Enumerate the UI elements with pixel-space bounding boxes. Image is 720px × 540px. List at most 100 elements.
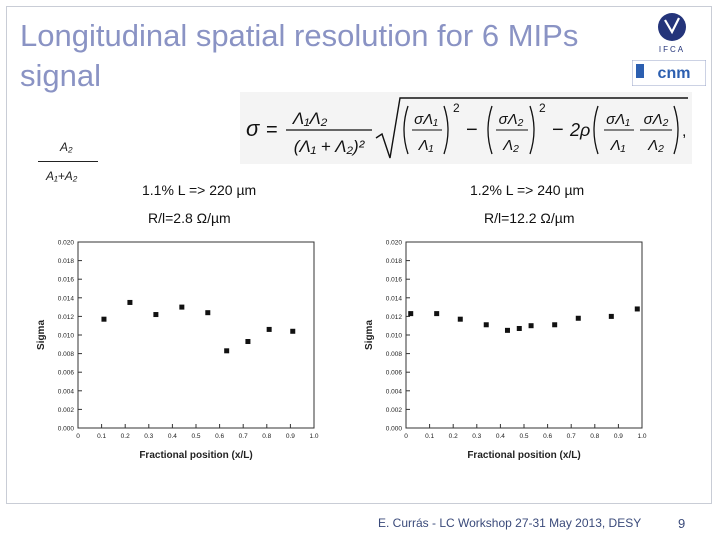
data-point	[266, 326, 272, 332]
x-tick-label: 0.2	[449, 433, 458, 440]
formula-term2-numerator: σΛ₂	[499, 111, 524, 128]
data-point	[245, 339, 251, 345]
x-tick-label: 0	[76, 433, 80, 440]
data-point	[205, 310, 211, 316]
y-tick-label: 0.016	[58, 277, 75, 284]
plot-area	[405, 241, 643, 429]
data-point	[290, 328, 296, 334]
data-point	[634, 306, 640, 312]
x-tick-label: 0.8	[590, 433, 599, 440]
formula-minus-2: −	[552, 119, 564, 141]
data-point	[608, 313, 614, 319]
x-tick-label: 0.6	[215, 433, 224, 440]
y-tick-label: 0.000	[386, 426, 403, 433]
x-tick-label: 1.0	[637, 433, 646, 440]
y-tick-label: 0.014	[58, 295, 75, 302]
formula-term3b-numerator: σΛ₂	[644, 111, 669, 128]
data-point	[552, 322, 558, 328]
y-tick-label: 0.016	[386, 277, 403, 284]
x-tick-label: 0.5	[519, 433, 528, 440]
y-tick-label: 0.012	[386, 314, 403, 321]
y-axis-label: Sigma	[36, 320, 47, 350]
y-tick-label: 0.014	[386, 295, 403, 302]
y-tick-label: 0.018	[58, 258, 75, 265]
ifca-logo: IFCA	[658, 13, 686, 54]
x-tick-label: 0.5	[191, 433, 200, 440]
fraction-numerator: A₂	[60, 140, 73, 154]
x-tick-label: 0.7	[567, 433, 576, 440]
formula-lhs-numerator: Λ₁Λ₂	[292, 109, 328, 128]
x-tick-label: 0.9	[286, 433, 295, 440]
chart1-resolution-label: 1.1% L => 220 µm	[142, 182, 257, 198]
x-tick-label: 0.1	[425, 433, 434, 440]
y-tick-label: 0.008	[58, 351, 75, 358]
cnm-logo: cnm	[632, 60, 706, 86]
y-tick-label: 0.004	[386, 388, 403, 395]
y-axis-label: Sigma	[364, 320, 375, 350]
formula-exp-1: 2	[453, 101, 460, 115]
page-number: 9	[678, 516, 686, 531]
y-tick-label: 0.006	[386, 370, 403, 377]
data-point	[504, 327, 510, 333]
footer-text: E. Currás - LC Workshop 27-31 May 2013, …	[378, 516, 642, 530]
formula-radical	[375, 97, 688, 159]
y-tick-label: 0.006	[58, 370, 75, 377]
ifca-logo-text: IFCA	[659, 45, 685, 54]
slide-frame	[6, 6, 712, 504]
x-tick-label: 0.7	[239, 433, 248, 440]
formula-term3b-denominator: Λ₂	[647, 137, 664, 154]
slide-title: Longitudinal spatial resolution for 6 MI…	[20, 18, 579, 93]
x-tick-label: 0.9	[614, 433, 623, 440]
y-tick-label: 0.002	[58, 407, 75, 414]
x-tick-label: 0.8	[262, 433, 271, 440]
data-point	[224, 348, 230, 354]
data-point	[127, 299, 133, 305]
formula-exp-2: 2	[539, 101, 546, 115]
x-tick-label: 0	[404, 433, 408, 440]
data-point	[528, 323, 534, 329]
data-point	[575, 315, 581, 321]
x-tick-label: 0.4	[496, 433, 505, 440]
chart2-resolution-label: 1.2% L => 240 µm	[470, 182, 585, 198]
formula-two-rho: 2ρ	[569, 120, 590, 140]
y-tick-label: 0.004	[58, 388, 75, 395]
data-point	[153, 312, 159, 318]
data-point	[434, 311, 440, 317]
x-tick-label: 0.6	[543, 433, 552, 440]
fraction-denominator: A₁+A₂	[46, 169, 78, 183]
sigma-chart-2: 0.000 0.002 0.004 0.006 0.008 0.010 0.012 0.014…	[364, 240, 647, 462]
data-point	[408, 311, 414, 317]
formula-term1-numerator: σΛ₁	[414, 111, 438, 128]
formula-sigma: σ	[246, 116, 260, 141]
data-point	[101, 316, 107, 322]
x-axis-label: Fractional position (x/L)	[467, 450, 580, 461]
data-point	[483, 322, 489, 328]
y-tick-label: 0.020	[386, 240, 403, 247]
x-tick-label: 0.2	[121, 433, 130, 440]
x-tick-label: 0.3	[472, 433, 481, 440]
x-tick-label: 0.4	[168, 433, 177, 440]
sigma-chart-1: 0.000 0.002 0.004 0.006 0.008 0.010 0.012 0.014…	[36, 240, 319, 462]
area-fraction: A₂ A₁+A₂	[38, 140, 100, 188]
formula-term3a-denominator: Λ₁	[610, 137, 626, 154]
chart1-resistance-label: R/l=2.8 Ω/µm	[148, 210, 231, 226]
formula-term2-denominator: Λ₂	[502, 137, 519, 154]
formula-equals: =	[266, 119, 278, 141]
cnm-logo-text: cnm	[658, 65, 691, 82]
y-tick-label: 0.010	[58, 333, 75, 340]
formula-term1-denominator: Λ₁	[418, 137, 434, 154]
x-tick-label: 1.0	[309, 433, 318, 440]
formula-minus-1: −	[466, 119, 478, 141]
y-tick-label: 0.000	[58, 426, 75, 433]
y-tick-label: 0.010	[386, 333, 403, 340]
plot-area	[77, 241, 315, 429]
y-tick-label: 0.018	[386, 258, 403, 265]
chart2-resistance-label: R/l=12.2 Ω/µm	[484, 210, 575, 226]
x-tick-label: 0.3	[144, 433, 153, 440]
y-tick-label: 0.002	[386, 407, 403, 414]
formula-term3a-numerator: σΛ₁	[606, 111, 630, 128]
y-tick-label: 0.020	[58, 240, 75, 247]
data-point	[457, 316, 463, 322]
formula-graphic: σ = Λ₁Λ₂ (Λ₁ + Λ₂)² σΛ₁ Λ₁ 2 − σΛ₂ Λ₂ 2 …	[246, 97, 688, 159]
formula-lhs-denominator: (Λ₁ + Λ₂)²	[294, 137, 366, 156]
